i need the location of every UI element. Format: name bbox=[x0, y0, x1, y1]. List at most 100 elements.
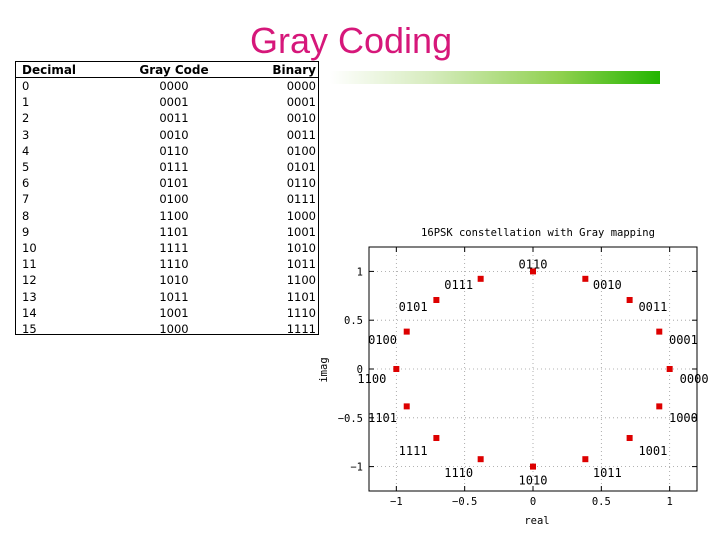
x-tick-label: 1 bbox=[667, 496, 673, 508]
cell-binary: 0011 bbox=[286, 127, 316, 142]
header-binary: Binary bbox=[234, 62, 318, 78]
cell-decimal: 13 bbox=[22, 289, 37, 304]
cell-decimal: 14 bbox=[22, 305, 37, 320]
cell-binary: 1010 bbox=[286, 240, 316, 255]
cell-gray-code: 0001 bbox=[159, 95, 189, 110]
y-tick-label: −0.5 bbox=[338, 413, 363, 425]
constellation-point bbox=[530, 268, 536, 275]
title-accent-bar bbox=[330, 71, 660, 84]
cell-gray-code: 1010 bbox=[159, 273, 189, 288]
constellation-point bbox=[530, 463, 536, 470]
table-row: 8 1100 1000 bbox=[16, 208, 318, 224]
table-row: 2 0011 0010 bbox=[16, 110, 318, 126]
point-label: 0110 bbox=[519, 257, 548, 271]
cell-decimal: 9 bbox=[22, 224, 30, 239]
cell-gray-code: 0000 bbox=[159, 79, 189, 94]
x-axis-label: real bbox=[524, 515, 549, 527]
table-header-row: Decimal Gray Code Binary bbox=[16, 62, 318, 78]
point-label: 1000 bbox=[669, 411, 698, 425]
point-label: 0101 bbox=[399, 300, 428, 314]
cell-gray-code: 0101 bbox=[159, 176, 189, 191]
cell-binary: 0000 bbox=[286, 79, 316, 94]
cell-decimal: 8 bbox=[22, 208, 30, 223]
point-label: 1110 bbox=[444, 466, 473, 480]
cell-gray-code: 1011 bbox=[159, 289, 189, 304]
constellation-point bbox=[433, 435, 440, 442]
point-label: 1011 bbox=[593, 466, 622, 480]
y-axis-label: imag bbox=[318, 357, 330, 382]
cell-decimal: 6 bbox=[22, 176, 30, 191]
constellation-point bbox=[656, 403, 663, 410]
constellation-chart: 16PSK constellation with Gray mapping −1… bbox=[318, 227, 708, 527]
constellation-point bbox=[656, 328, 663, 335]
cell-decimal: 11 bbox=[22, 257, 37, 272]
cell-binary: 0110 bbox=[286, 176, 316, 191]
cell-binary: 0111 bbox=[286, 192, 316, 207]
cell-decimal: 3 bbox=[22, 127, 30, 142]
cell-decimal: 1 bbox=[22, 95, 30, 110]
cell-decimal: 12 bbox=[22, 273, 37, 288]
constellation-point bbox=[477, 456, 484, 463]
cell-binary: 1000 bbox=[286, 208, 316, 223]
constellation-point bbox=[582, 456, 589, 463]
cell-binary: 0010 bbox=[286, 111, 316, 126]
cell-gray-code: 1000 bbox=[159, 321, 189, 336]
constellation-point bbox=[582, 275, 589, 282]
table-row: 1 0001 0001 bbox=[16, 94, 318, 110]
cell-gray-code: 0110 bbox=[159, 143, 189, 158]
cell-gray-code: 0100 bbox=[159, 192, 189, 207]
point-label: 1111 bbox=[399, 444, 428, 458]
chart-title: 16PSK constellation with Gray mapping bbox=[421, 227, 655, 239]
x-tick-label: −1 bbox=[390, 496, 403, 508]
cell-gray-code: 0010 bbox=[159, 127, 189, 142]
cell-gray-code: 1001 bbox=[159, 305, 189, 320]
cell-decimal: 0 bbox=[22, 79, 30, 94]
table-row: 3 0010 0011 bbox=[16, 127, 318, 143]
table-row: 14 1001 1110 bbox=[16, 305, 318, 321]
table-row: 13 1011 1101 bbox=[16, 288, 318, 304]
constellation-point bbox=[393, 366, 400, 372]
constellation-point bbox=[403, 403, 410, 410]
cell-decimal: 15 bbox=[22, 321, 37, 336]
cell-binary: 1111 bbox=[286, 321, 316, 336]
cell-binary: 1110 bbox=[286, 305, 316, 320]
x-tick-label: 0.5 bbox=[592, 496, 611, 508]
constellation-point bbox=[403, 328, 410, 335]
cell-gray-code: 0011 bbox=[159, 111, 189, 126]
point-label: 0001 bbox=[669, 333, 698, 347]
point-label: 0010 bbox=[593, 278, 622, 292]
table-row: 12 1010 1100 bbox=[16, 272, 318, 288]
point-label: 1100 bbox=[357, 372, 386, 386]
constellation-point bbox=[626, 435, 633, 442]
cell-decimal: 7 bbox=[22, 192, 30, 207]
cell-decimal: 10 bbox=[22, 240, 37, 255]
table-row: 9 1101 1001 bbox=[16, 224, 318, 240]
constellation-point bbox=[666, 366, 673, 372]
cell-gray-code: 1110 bbox=[159, 257, 189, 272]
cell-binary: 0100 bbox=[286, 143, 316, 158]
cell-binary: 0101 bbox=[286, 160, 316, 175]
cell-binary: 0001 bbox=[286, 95, 316, 110]
cell-gray-code: 1100 bbox=[159, 208, 189, 223]
point-label: 0011 bbox=[638, 300, 667, 314]
table-row: 6 0101 0110 bbox=[16, 175, 318, 191]
table-row: 7 0100 0111 bbox=[16, 191, 318, 207]
y-tick-label: 1 bbox=[357, 266, 363, 278]
point-label: 1101 bbox=[368, 411, 397, 425]
point-label: 1001 bbox=[638, 444, 667, 458]
cell-gray-code: 1111 bbox=[159, 240, 189, 255]
cell-binary: 1001 bbox=[286, 224, 316, 239]
header-gray-code: Gray Code bbox=[114, 62, 234, 78]
constellation-point bbox=[626, 296, 633, 303]
slide-title: Gray Coding bbox=[250, 20, 453, 61]
cell-decimal: 5 bbox=[22, 160, 30, 175]
table-row: 11 1110 1011 bbox=[16, 256, 318, 272]
cell-gray-code: 1101 bbox=[159, 224, 189, 239]
cell-gray-code: 0111 bbox=[159, 160, 189, 175]
y-tick-label: −1 bbox=[350, 462, 363, 474]
point-label: 1010 bbox=[519, 474, 548, 488]
header-decimal: Decimal bbox=[16, 62, 114, 78]
cell-binary: 1100 bbox=[286, 273, 316, 288]
gray-code-table-grid: Decimal Gray Code Binary 0 0000 0000 1 0001 0… bbox=[16, 62, 318, 337]
table-row: 4 0110 0100 bbox=[16, 143, 318, 159]
